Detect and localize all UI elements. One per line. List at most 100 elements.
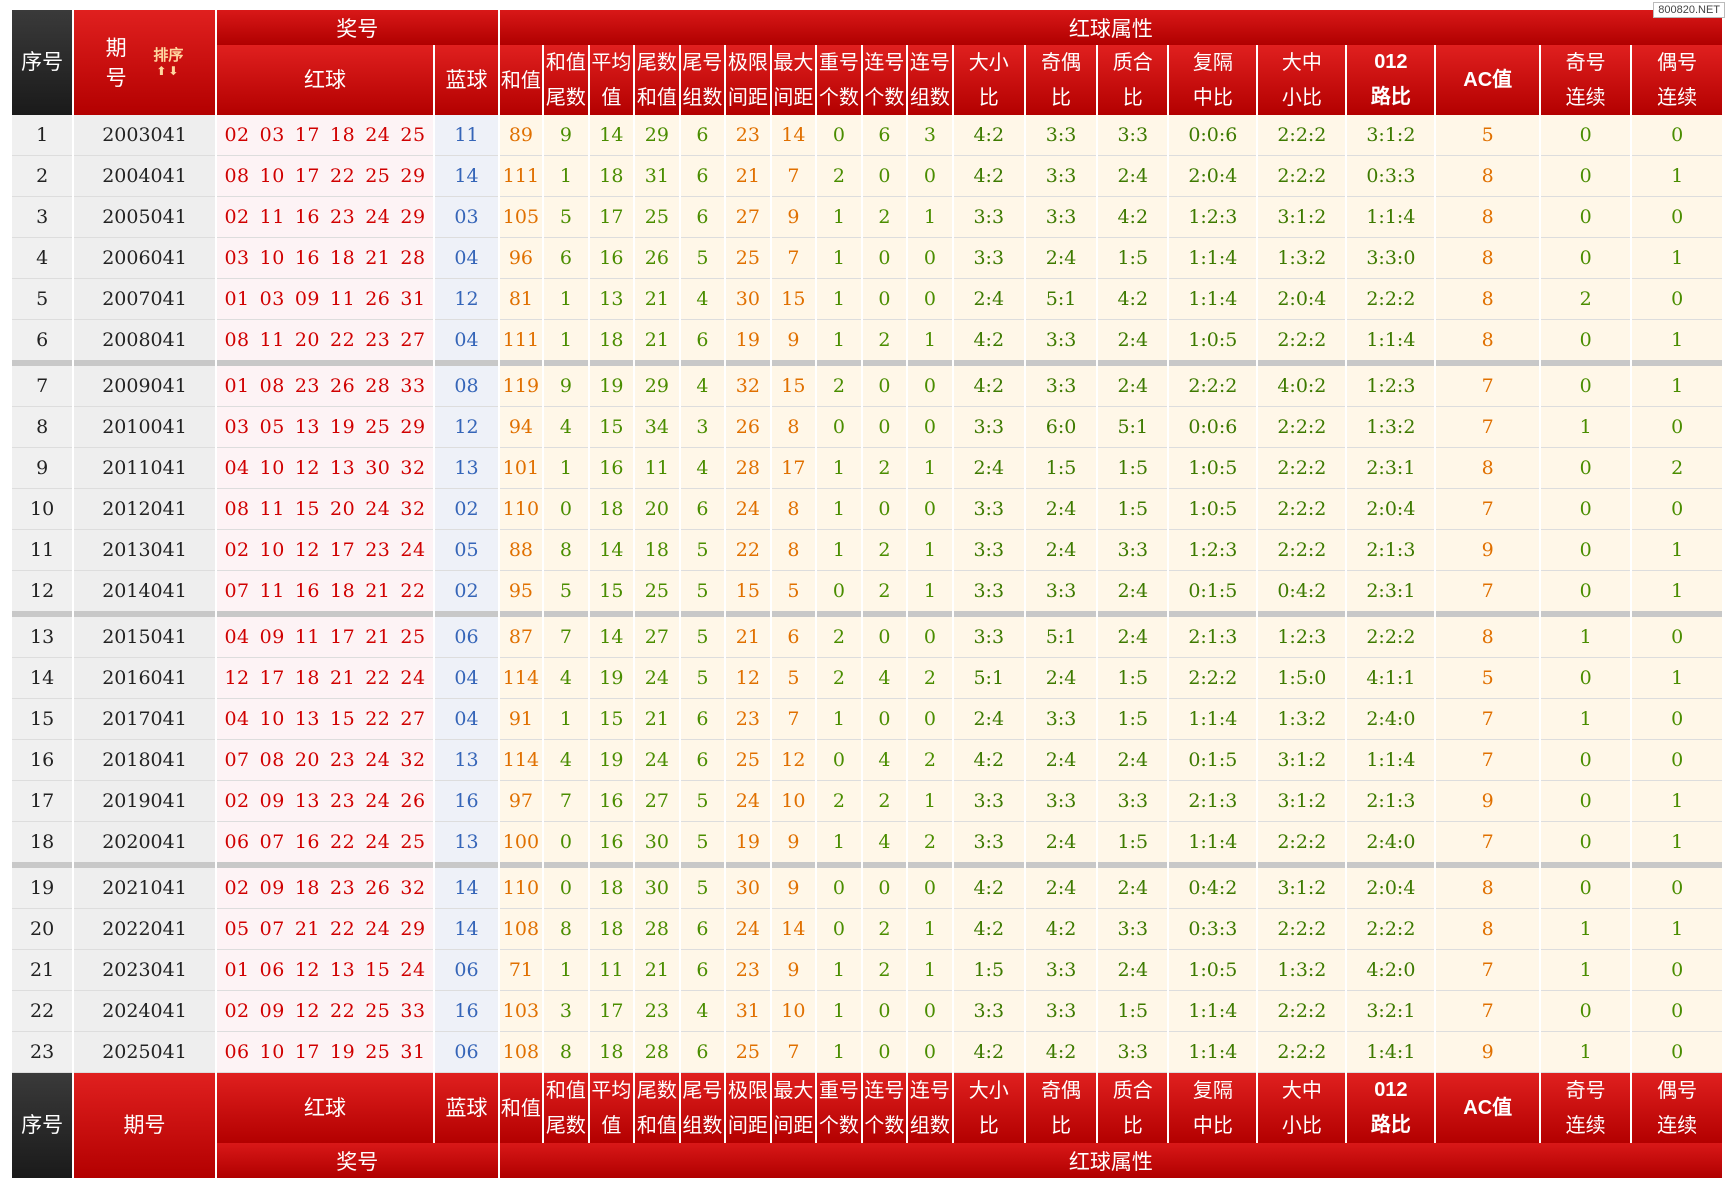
attr-cell-6: 17 — [771, 448, 816, 489]
attr-cell-7: 1 — [817, 238, 861, 279]
attr-col-1-footer-line2: 尾数 — [545, 1113, 586, 1137]
attr-cell-10: 3:3 — [953, 822, 1024, 868]
red-ball-number: 23 — [294, 375, 321, 397]
attr-cell-13: 2:1:3 — [1169, 781, 1257, 822]
attr-cell-12: 3:3 — [1098, 115, 1168, 156]
attr-cell-14: 3:1:2 — [1258, 740, 1346, 781]
attr-cell-12: 1:5 — [1098, 489, 1168, 530]
attr-cell-3: 27 — [635, 781, 679, 822]
red-ball-number: 10 — [259, 1041, 285, 1063]
attr-cell-10: 5:1 — [953, 658, 1024, 699]
sort-label: 排序 — [153, 45, 184, 64]
red-balls-cell: 03 10 16 18 21 28 — [216, 238, 434, 279]
attr-cell-10: 4:2 — [953, 740, 1024, 781]
attr-cell-7: 0 — [817, 115, 861, 156]
attr-cell-2: 14 — [589, 115, 634, 156]
red-balls-cell: 12 17 18 21 22 24 — [216, 658, 434, 699]
attr-cell-0: 81 — [499, 279, 543, 320]
attr-cell-9: 0 — [908, 238, 952, 279]
red-ball-number: 31 — [400, 288, 426, 310]
attr-col-9-header-line1: 连号 — [909, 50, 950, 74]
red-ball-number: 22 — [365, 708, 391, 730]
red-ball-number: 22 — [330, 1000, 356, 1022]
attr-cell-6: 9 — [771, 868, 816, 909]
red-ball-number: 02 — [224, 539, 250, 561]
attr-cell-11: 3:3 — [1025, 991, 1097, 1032]
attr-cell-2: 17 — [589, 197, 634, 238]
attr-cell-4: 5 — [680, 617, 725, 658]
attr-cell-2: 19 — [589, 740, 634, 781]
attr-cell-7: 1 — [817, 991, 861, 1032]
attr-col-12-footer: 质合比 — [1098, 1073, 1168, 1143]
attr-col-2-header: 平均值 — [589, 45, 634, 115]
attr-col-5-footer: 极限 间距 — [726, 1073, 770, 1143]
attr-cell-16: 9 — [1436, 781, 1540, 822]
attr-col-12-header-line2: 比 — [1122, 85, 1143, 109]
attr-cell-12: 4:2 — [1098, 197, 1168, 238]
attr-col-14-footer-line2: 小比 — [1281, 1113, 1322, 1137]
attr-col-1-header-line1: 和值 — [545, 50, 586, 74]
attr-cell-10: 3:3 — [953, 617, 1024, 658]
attr-col-12-footer-line2: 比 — [1122, 1113, 1143, 1137]
issue-header[interactable]: 期号 排序 ⬆⬇ — [74, 10, 215, 115]
red-ball-number: 10 — [259, 165, 285, 187]
red-ball-number: 29 — [400, 918, 426, 940]
issue-cell: 2017041 — [74, 699, 215, 740]
attr-cell-14: 1:5:0 — [1258, 658, 1346, 699]
attr-cell-3: 11 — [635, 448, 679, 489]
red-ball-number: 24 — [400, 667, 426, 689]
attr-cell-15: 3:3:0 — [1347, 238, 1435, 279]
attr-cell-9: 3 — [908, 115, 952, 156]
attr-cell-4: 6 — [680, 156, 725, 197]
attr-cell-16: 7 — [1436, 489, 1540, 530]
blue-ball-cell: 14 — [435, 868, 498, 909]
red-ball-number: 03 — [224, 247, 250, 269]
red-ball-number: 12 — [224, 667, 250, 689]
attr-cell-6: 9 — [771, 320, 816, 366]
red-ball-number: 27 — [400, 708, 426, 730]
attr-cell-14: 2:2:2 — [1258, 822, 1346, 868]
attr-cell-1: 6 — [544, 238, 588, 279]
attr-col-11-header: 奇偶比 — [1025, 45, 1097, 115]
attr-cell-3: 28 — [635, 1032, 679, 1073]
red-ball-number: 11 — [259, 329, 285, 351]
attr-col-13-footer-line1: 复隔 — [1192, 1078, 1233, 1102]
attr-cell-10: 4:2 — [953, 320, 1024, 366]
attr-cell-3: 25 — [635, 197, 679, 238]
attr-cell-6: 5 — [771, 658, 816, 699]
red-ball-number: 13 — [294, 416, 321, 438]
attr-cell-0: 101 — [499, 448, 543, 489]
attr-cell-9: 0 — [908, 279, 952, 320]
attr-cell-2: 19 — [589, 658, 634, 699]
attr-cell-11: 4:2 — [1025, 909, 1097, 950]
sort-button[interactable]: 排序 ⬆⬇ — [153, 47, 183, 79]
attr-cell-13: 2:2:2 — [1169, 366, 1257, 407]
attr-cell-2: 16 — [589, 781, 634, 822]
red-balls-cell: 01 06 12 13 15 24 — [216, 950, 434, 991]
attr-cell-3: 24 — [635, 658, 679, 699]
attr-cell-17: 0 — [1541, 868, 1631, 909]
red-ball-number: 11 — [259, 206, 285, 228]
attr-col-14-footer: 大中 小比 — [1258, 1073, 1346, 1143]
attr-cell-9: 1 — [908, 950, 952, 991]
red-ball-number: 08 — [224, 329, 250, 351]
attr-cell-7: 0 — [817, 407, 861, 448]
attr-cell-7: 1 — [817, 950, 861, 991]
attr-cell-18: 1 — [1632, 781, 1722, 822]
attr-cell-7: 1 — [817, 448, 861, 489]
attr-col-16-footer: AC值 — [1436, 1073, 1540, 1143]
attr-cell-8: 0 — [862, 991, 907, 1032]
attr-cell-8: 0 — [862, 699, 907, 740]
attr-cell-17: 0 — [1541, 991, 1631, 1032]
attr-cell-0: 89 — [499, 115, 543, 156]
attr-cell-16: 7 — [1436, 407, 1540, 448]
red-ball-number: 24 — [365, 918, 391, 940]
attr-col-12-footer-line1: 质合 — [1112, 1078, 1153, 1102]
attr-cell-0: 96 — [499, 238, 543, 279]
attr-cell-0: 119 — [499, 366, 543, 407]
attr-col-10-footer-line2: 比 — [978, 1113, 999, 1137]
attr-cell-13: 1:1:4 — [1169, 991, 1257, 1032]
red-ball-number: 09 — [259, 790, 285, 812]
attr-cell-18: 0 — [1632, 868, 1722, 909]
issue-cell: 2020041 — [74, 822, 215, 868]
